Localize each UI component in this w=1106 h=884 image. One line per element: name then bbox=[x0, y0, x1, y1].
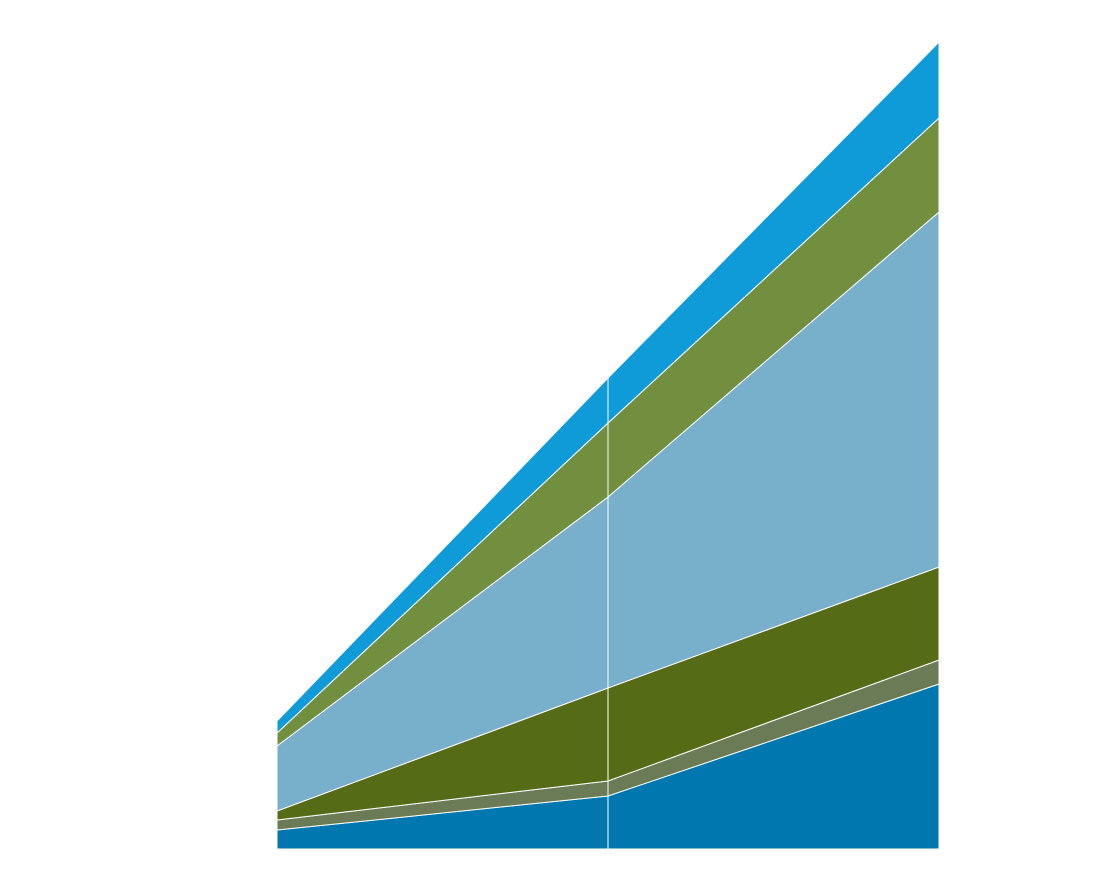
chart bbox=[276, 41, 940, 850]
page: (() => { const data = JSON.parse(documen… bbox=[276, 41, 940, 850]
